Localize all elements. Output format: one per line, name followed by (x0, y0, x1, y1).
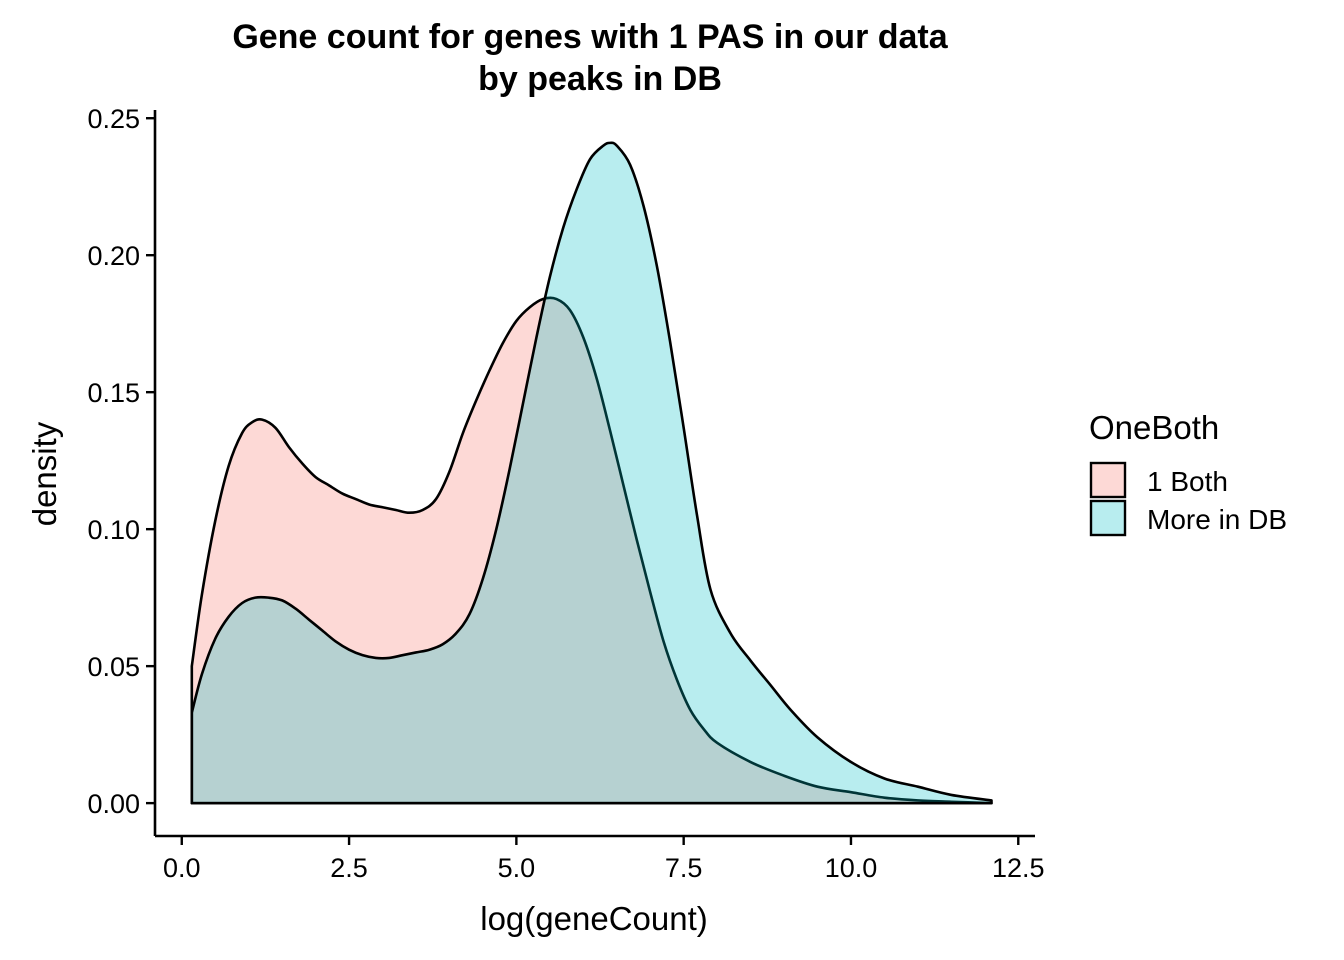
x-tick-label: 5.0 (498, 853, 536, 883)
y-tick-label: 0.10 (87, 515, 140, 545)
x-tick-label: 10.0 (825, 853, 878, 883)
y-axis-title: density (26, 421, 63, 526)
x-tick-label: 2.5 (330, 853, 368, 883)
y-tick-label: 0.00 (87, 789, 140, 819)
legend-key-one-both (1089, 461, 1127, 499)
chart-title-line-2: by peaks in DB (478, 60, 722, 98)
x-tick-label: 7.5 (665, 853, 703, 883)
series-layer (190, 141, 993, 805)
x-tick-label: 12.5 (992, 853, 1045, 883)
legend-items: 1 Both More in DB (1089, 461, 1287, 537)
y-tick-label: 0.20 (87, 241, 140, 271)
legend: OneBoth 1 Both More in DB (1089, 409, 1287, 537)
y-tick-label: 0.15 (87, 378, 140, 408)
chart-title-line-1: Gene count for genes with 1 PAS in our d… (232, 18, 948, 56)
legend-title: OneBoth (1089, 409, 1219, 446)
legend-key-more-in-db (1089, 499, 1127, 537)
axes-layer: 0.0 2.5 5.0 7.5 10.0 12.5 0.00 0.05 0.10 0.15 0.20… (87, 104, 1044, 883)
legend-label-more-in-db: More in DB (1147, 504, 1287, 535)
x-tick-label: 0.0 (163, 853, 201, 883)
x-axis-title: log(geneCount) (480, 900, 708, 937)
y-tick-label: 0.25 (87, 104, 140, 134)
legend-label-one-both: 1 Both (1147, 466, 1228, 497)
y-tick-label: 0.05 (87, 652, 140, 682)
density-area-one-both (190, 296, 993, 805)
density-area-more-in-db (190, 141, 993, 805)
